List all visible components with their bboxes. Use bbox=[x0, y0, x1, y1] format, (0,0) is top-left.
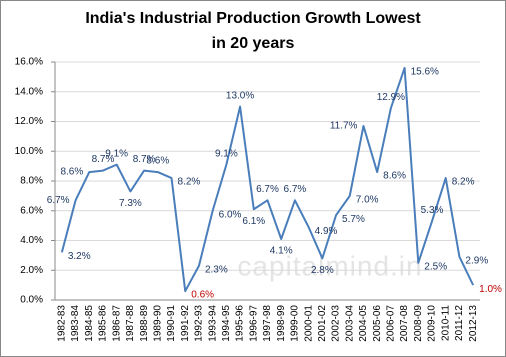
value-label: 12.9% bbox=[377, 92, 405, 103]
x-tick-label: 2003-04 bbox=[344, 305, 355, 342]
x-tick-label: 1984-85 bbox=[84, 305, 95, 342]
value-label: 9.1% bbox=[215, 148, 238, 159]
value-label: 9.1% bbox=[105, 148, 128, 159]
value-label: 3.2% bbox=[68, 251, 91, 262]
value-label: 0.6% bbox=[191, 290, 214, 301]
x-tick-label: 1985-86 bbox=[98, 305, 109, 342]
x-tick-label: 1997-98 bbox=[262, 305, 273, 342]
y-tick-label: 0.0% bbox=[20, 295, 43, 306]
x-tick-label: 1993-94 bbox=[207, 305, 218, 342]
x-tick-label: 1995-96 bbox=[235, 305, 246, 342]
x-tick-label: 1991-92 bbox=[180, 305, 191, 342]
value-label: 6.7% bbox=[284, 184, 307, 195]
value-label: 2.5% bbox=[424, 261, 447, 272]
x-tick-label: 2004-05 bbox=[358, 305, 369, 342]
x-tick-label: 2001-02 bbox=[317, 305, 328, 342]
value-label: 8.6% bbox=[383, 171, 406, 182]
x-tick-label: 2008-09 bbox=[413, 305, 424, 342]
value-label: 5.7% bbox=[342, 214, 365, 225]
x-tick-label: 2009-10 bbox=[427, 305, 438, 342]
value-label: 11.7% bbox=[330, 121, 358, 132]
x-tick-label: 1989-90 bbox=[152, 305, 163, 342]
y-tick-label: 10.0% bbox=[15, 146, 43, 157]
x-tick-label: 2007-08 bbox=[399, 305, 410, 342]
value-label: 5.3% bbox=[421, 205, 444, 216]
x-tick-label: 2000-01 bbox=[303, 305, 314, 342]
value-label: 6.7% bbox=[47, 195, 70, 206]
y-tick-label: 12.0% bbox=[15, 116, 43, 127]
value-label: 7.0% bbox=[356, 195, 379, 206]
y-tick-label: 2.0% bbox=[20, 265, 43, 276]
value-label: 8.7% bbox=[133, 154, 156, 165]
value-label: 7.3% bbox=[119, 198, 142, 209]
value-label: 2.3% bbox=[205, 264, 228, 275]
x-tick-label: 1999-00 bbox=[290, 305, 301, 342]
value-label: 8.6% bbox=[146, 156, 169, 167]
y-tick-label: 4.0% bbox=[20, 235, 43, 246]
value-label: 6.0% bbox=[219, 209, 242, 220]
x-tick-label: 1983-84 bbox=[70, 305, 81, 342]
x-tick-label: 1988-89 bbox=[139, 305, 150, 342]
value-label: 13.0% bbox=[226, 90, 254, 101]
series-line bbox=[60, 66, 475, 293]
value-label: 8.6% bbox=[60, 167, 83, 178]
y-tick-label: 14.0% bbox=[15, 86, 43, 97]
x-tick-label: 2011-12 bbox=[454, 305, 465, 341]
value-label: 8.2% bbox=[452, 177, 475, 188]
chart-title: India's Industrial Production Growth Low… bbox=[85, 10, 421, 52]
value-label: 8.2% bbox=[178, 177, 201, 188]
x-tick-label: 1996-97 bbox=[248, 305, 259, 342]
value-label: 2.8% bbox=[311, 265, 334, 276]
y-tick-label: 16.0% bbox=[15, 57, 43, 68]
x-tick-label: 2010-11 bbox=[440, 305, 451, 341]
x-tick-label: 2012-13 bbox=[468, 305, 479, 342]
x-tick-label: 1992-93 bbox=[194, 305, 205, 342]
value-label: 1.0% bbox=[479, 284, 502, 295]
x-tick-label: 1986-87 bbox=[111, 305, 122, 342]
x-tick-label: 2002-03 bbox=[331, 305, 342, 342]
value-label: 8.7% bbox=[92, 154, 115, 165]
value-label: 6.7% bbox=[256, 184, 279, 195]
x-tick-label: 1994-95 bbox=[221, 305, 232, 342]
value-label: 2.9% bbox=[465, 256, 488, 267]
value-label: 15.6% bbox=[411, 67, 439, 78]
x-tick-label: 1990-91 bbox=[166, 305, 177, 342]
x-tick-label: 1982-83 bbox=[56, 305, 67, 342]
watermark: capitalmind.in bbox=[237, 250, 422, 281]
y-tick-label: 8.0% bbox=[20, 176, 43, 187]
x-tick-label: 1987-88 bbox=[125, 305, 136, 342]
x-tick-label: 2005-06 bbox=[372, 305, 383, 342]
x-tick-label: 1998-99 bbox=[276, 305, 287, 342]
value-label: 6.1% bbox=[242, 216, 265, 227]
x-tick-label: 2006-07 bbox=[386, 305, 397, 342]
value-label: 4.1% bbox=[270, 246, 293, 257]
y-tick-label: 6.0% bbox=[20, 205, 43, 216]
value-label: 4.9% bbox=[315, 226, 338, 237]
